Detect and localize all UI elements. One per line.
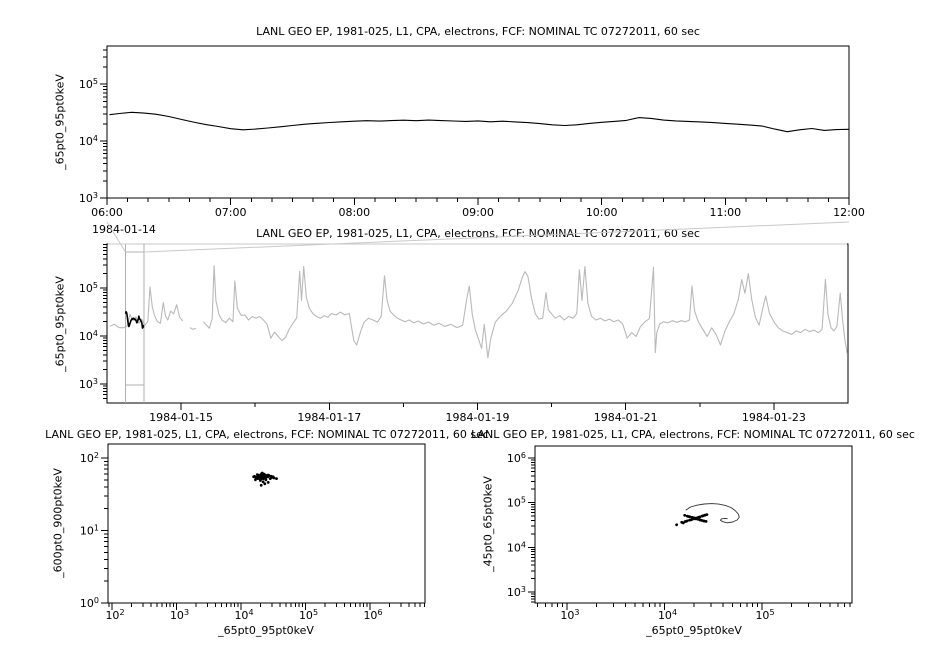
tick-label: 106	[507, 451, 526, 465]
tick-label: 1984-01-23	[742, 411, 806, 424]
context-selection-box[interactable]	[124, 244, 145, 403]
tick-label: 1984-01-15	[149, 411, 213, 424]
tick-label: 100	[80, 596, 99, 610]
tick-label: 12:00	[833, 206, 865, 219]
tick-label: 105	[507, 496, 526, 510]
tick-label: 105	[299, 608, 318, 622]
tick-label: 104	[507, 540, 526, 554]
x-axis-label-scatter-left: _65pt0_95pt0keV	[218, 624, 314, 637]
tick-label: 106	[363, 608, 382, 622]
tick-label: 08:00	[338, 206, 370, 219]
tick-label: 105	[79, 77, 98, 91]
tick-label: 105	[755, 608, 774, 622]
tick-label: 103	[79, 191, 98, 205]
panel-top-timeseries[interactable]: 103 104 105 06:00 07:00 08:00 09:00 10:00 11:00 1…	[79, 45, 865, 219]
plot-title-scatter-right: LANL GEO EP, 1981-025, L1, CPA, electron…	[471, 428, 915, 441]
tick-label: 1984-01-17	[297, 411, 361, 424]
tick-label: 11:00	[709, 206, 741, 219]
tick-label: 103	[170, 608, 189, 622]
tick-label: 1984-01-21	[594, 411, 658, 424]
plot-title-overview: LANL GEO EP, 1981-025, L1, CPA, electron…	[256, 227, 700, 240]
panel-overview-timeseries[interactable]: 103 104 105 1984-01-15 1984-01-17 1984-01-19 1…	[79, 243, 849, 424]
x-axis-date-label: 1984-01-14	[92, 223, 156, 236]
plot-title-top: LANL GEO EP, 1981-025, L1, CPA, electron…	[256, 25, 700, 38]
tick-label: 10:00	[586, 206, 618, 219]
tick-label: 1984-01-19	[446, 411, 510, 424]
tick-label: 09:00	[462, 206, 494, 219]
tick-label: 105	[79, 281, 98, 295]
tick-label: 102	[80, 451, 99, 465]
tick-label: 102	[105, 608, 124, 622]
panel-scatter-600-900[interactable]: 100 101 102 102 103 104 105 106	[80, 443, 426, 622]
context-connector-lines	[106, 221, 850, 253]
panel-scatter-45-65[interactable]: 103 104 105 106 103 104 105	[507, 445, 853, 622]
plot-title-scatter-left: LANL GEO EP, 1981-025, L1, CPA, electron…	[45, 428, 489, 441]
tick-label: 104	[79, 329, 98, 343]
tick-label: 103	[79, 377, 98, 391]
tick-label: 103	[507, 585, 526, 599]
tick-label: 07:00	[215, 206, 247, 219]
tick-label: 104	[79, 134, 98, 148]
tick-label: 103	[560, 608, 579, 622]
tick-label: 104	[234, 608, 253, 622]
tick-label: 104	[658, 608, 677, 622]
x-axis-label-scatter-right: _65pt0_95pt0keV	[646, 624, 742, 637]
tick-label: 06:00	[91, 206, 123, 219]
tick-label: 101	[80, 523, 99, 537]
